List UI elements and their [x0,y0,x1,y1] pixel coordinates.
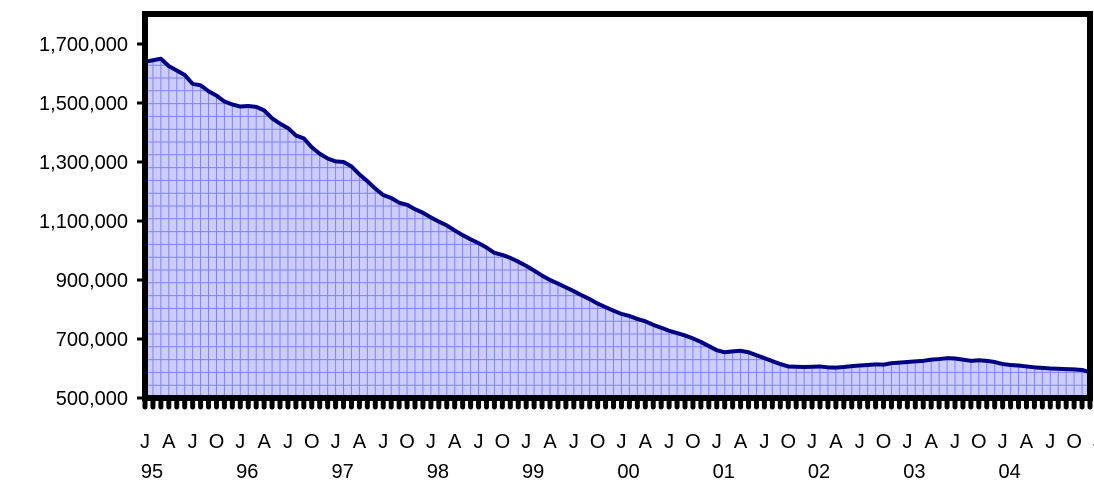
x-tick-label-quarter: J [998,431,1008,453]
x-tick-label-quarter: O [971,431,987,453]
x-tick-label-quarter: J [188,431,198,453]
x-tick-label-quarter: J [807,431,817,453]
x-tick-label-quarter: A [1020,431,1034,453]
x-tick-label-quarter: O [399,431,415,453]
y-tick-label: 500,000 [56,388,128,410]
x-tick-label-quarter: J [1093,431,1094,453]
y-tick-label: 1,100,000 [39,211,128,233]
y-axis: 500,000 700,000 900,000 1,100,000 1,300,000 1… [39,34,145,410]
x-tick-label-quarter: A [925,431,939,453]
x-tick-label-quarter: J [1045,431,1055,453]
x-tick-label-quarter: O [209,431,225,453]
x-tick-label-quarter: J [521,431,531,453]
area-fill-layer [145,58,1090,398]
y-tick-label: 700,000 [56,329,128,351]
x-tick-label-quarter: O [495,431,511,453]
x-tick-label-quarter: J [283,431,293,453]
x-tick-label-quarter: O [876,431,892,453]
x-tick-label-quarter: J [902,431,912,453]
x-tick-label-year: 98 [427,461,449,483]
x-tick-label-quarter: O [590,431,606,453]
y-tick-label: 1,300,000 [39,152,128,174]
x-tick-label-quarter: J [331,431,341,453]
x-tick-label-quarter: J [569,431,579,453]
x-tick-label-year: 04 [999,461,1021,483]
x-tick-label-year: 00 [617,461,639,483]
y-tick-label: 900,000 [56,270,128,292]
x-tick-label-quarter: J [855,431,865,453]
x-tick-label-quarter: O [304,431,320,453]
y-tick-label: 1,500,000 [39,93,128,115]
x-tick-label-quarter: J [712,431,722,453]
x-tick-label-quarter: A [162,431,176,453]
area-fill [145,58,1090,398]
x-tick-label-year: 01 [713,461,735,483]
x-tick-label-year: 95 [141,461,163,483]
x-tick-label-quarter: A [543,431,557,453]
x-tick-label-quarter: J [616,431,626,453]
x-tick-label-quarter: J [664,431,674,453]
x-tick-label-year: 99 [522,461,544,483]
x-tick-label-quarter: J [378,431,388,453]
plot-frame [142,11,1093,401]
x-tick-label-year: 96 [236,461,258,483]
x-tick-label-quarter: J [950,431,960,453]
x-tick-label-quarter: J [759,431,769,453]
y-tick-label: 1,700,000 [39,34,128,56]
x-tick-label-quarter: J [140,431,150,453]
x-tick-label-quarter: J [235,431,245,453]
x-tick-label-quarter: A [829,431,843,453]
x-tick-label-quarter: A [639,431,653,453]
x-tick-label-year: 02 [808,461,830,483]
x-tick-label-quarter: O [685,431,701,453]
series-line [144,56,1091,375]
x-tick-label-quarter: J [426,431,436,453]
x-tick-label-quarter: A [448,431,462,453]
line-layer [144,56,1091,375]
x-tick-label-year: 97 [331,461,353,483]
x-tick-label-quarter: A [734,431,748,453]
x-tick-label-quarter: J [474,431,484,453]
x-tick-label-quarter: A [353,431,367,453]
x-tick-label-year: 03 [903,461,925,483]
x-tick-label-quarter: O [1066,431,1082,453]
x-tick-label-quarter: A [257,431,271,453]
x-tick-label-quarter: O [780,431,796,453]
